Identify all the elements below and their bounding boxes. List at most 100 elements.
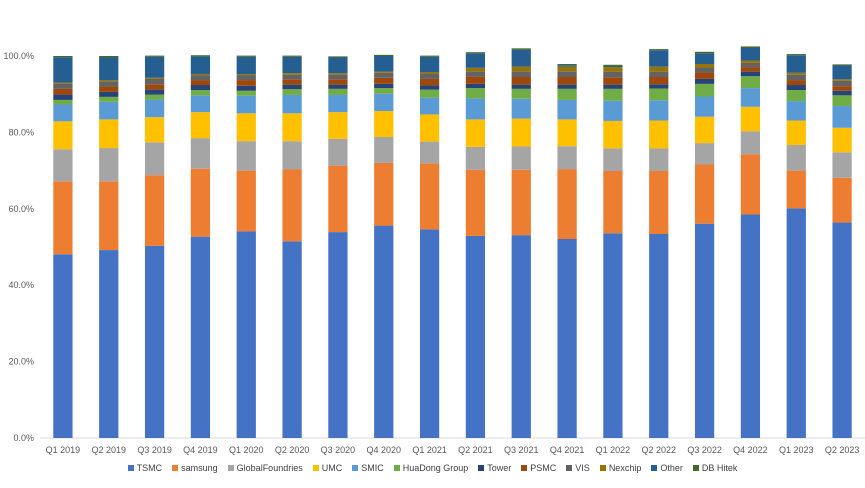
bar-segment — [649, 120, 669, 149]
bar-segment — [786, 145, 806, 171]
bar-segment — [236, 80, 256, 86]
bar-segment — [465, 52, 486, 54]
bar-segment — [465, 235, 486, 438]
bar-segment — [419, 85, 440, 90]
bar-segment — [557, 64, 577, 66]
bar-segment — [144, 56, 165, 78]
bar-segment — [465, 67, 486, 72]
bar-segment — [649, 170, 669, 235]
legend-swatch — [127, 465, 134, 471]
legend-swatch — [172, 465, 179, 471]
x-tick-label: Q3 2019 — [137, 445, 172, 455]
bar-segment — [649, 77, 669, 85]
legend-item: PSMC — [521, 463, 556, 473]
bar-segment — [419, 56, 440, 73]
bar-segment — [144, 55, 165, 57]
bar-segment — [374, 77, 394, 84]
bar-segment — [144, 77, 165, 79]
y-tick-label: 100.0% — [3, 51, 34, 61]
legend-item: TSMC — [127, 463, 162, 473]
bar-segment — [328, 232, 348, 438]
bar-segment — [328, 57, 348, 74]
bar-segment — [465, 83, 486, 89]
x-tick-label: Q2 2019 — [91, 445, 126, 455]
y-tick-label: 40.0% — [8, 280, 34, 290]
bar-segment — [786, 101, 806, 121]
bar-segment — [832, 152, 852, 178]
bar-segment — [832, 80, 852, 87]
bar-segment — [832, 95, 852, 107]
bar-segment — [374, 88, 394, 94]
bar-segment — [694, 143, 715, 165]
bar-segment — [832, 106, 852, 128]
bar-segment — [832, 90, 852, 96]
bar-segment — [603, 170, 623, 234]
bar-segment — [144, 78, 165, 85]
bar-segment — [236, 75, 256, 81]
y-tick-label: 80.0% — [8, 127, 34, 137]
legend-label: Other — [660, 463, 683, 473]
bar-segment — [53, 104, 73, 122]
x-tick-label: Q1 2020 — [229, 445, 264, 455]
bar-segment — [603, 88, 623, 101]
bar-segment — [603, 233, 623, 438]
legend-swatch — [521, 465, 528, 471]
legend-label: Tower — [487, 463, 512, 473]
x-tick-label: Q2 2020 — [275, 445, 310, 455]
bar-segment — [557, 71, 577, 78]
bar-segment — [557, 66, 577, 72]
bar-segment — [740, 60, 761, 63]
bar-segment — [236, 56, 256, 75]
bar-segment — [190, 112, 211, 139]
bar-segment — [694, 72, 715, 79]
legend-item: UMC — [312, 463, 343, 473]
legend-swatch — [651, 465, 658, 471]
bar-segment — [53, 57, 73, 83]
bar-segment — [190, 90, 211, 96]
bar-segment — [465, 71, 486, 77]
bar-segment — [557, 65, 577, 67]
bar-segment — [557, 169, 577, 239]
bar-segment — [236, 95, 256, 114]
bar-segment — [740, 46, 761, 48]
x-tick-label: Q4 2022 — [733, 445, 768, 455]
bar-segment — [603, 100, 623, 121]
bar-segment — [649, 88, 669, 101]
bar-segment — [144, 142, 165, 176]
bar-segment — [419, 72, 440, 74]
bar-segment — [374, 162, 394, 226]
bar-segment — [649, 50, 669, 67]
bar-segment — [236, 141, 256, 171]
bar-segment — [511, 169, 531, 236]
bar-segment — [190, 168, 211, 237]
bar-segment — [328, 79, 348, 85]
legend-item: Nexchip — [599, 463, 642, 473]
bar-segment — [374, 56, 394, 72]
bar-segment — [465, 169, 486, 236]
bar-segment — [282, 73, 302, 75]
bar-segment — [282, 79, 302, 85]
bar-segment — [282, 55, 302, 57]
bar-segment — [740, 47, 761, 61]
bar-segment — [144, 84, 165, 90]
bar-segment — [419, 114, 440, 142]
legend-label: UMC — [321, 463, 343, 473]
legend-swatch — [478, 465, 485, 471]
bar-segment — [236, 170, 256, 232]
bar-segment — [465, 53, 486, 68]
bar-segment — [557, 146, 577, 170]
bar-segment — [282, 89, 302, 95]
bar-segment — [99, 80, 119, 82]
bar-segment — [603, 84, 623, 89]
bar-segment — [144, 99, 165, 118]
bar-segment — [465, 76, 486, 84]
bar-segment — [190, 73, 211, 76]
legend-label: HuaDong Group — [402, 463, 469, 473]
bar-segment — [419, 78, 440, 86]
bar-segment — [53, 88, 73, 95]
legend-label: Nexchip — [608, 463, 642, 473]
bar-segment — [786, 72, 806, 75]
bar-segment — [99, 91, 119, 97]
legend-item: Tower — [478, 463, 511, 473]
bar-segment — [282, 74, 302, 80]
